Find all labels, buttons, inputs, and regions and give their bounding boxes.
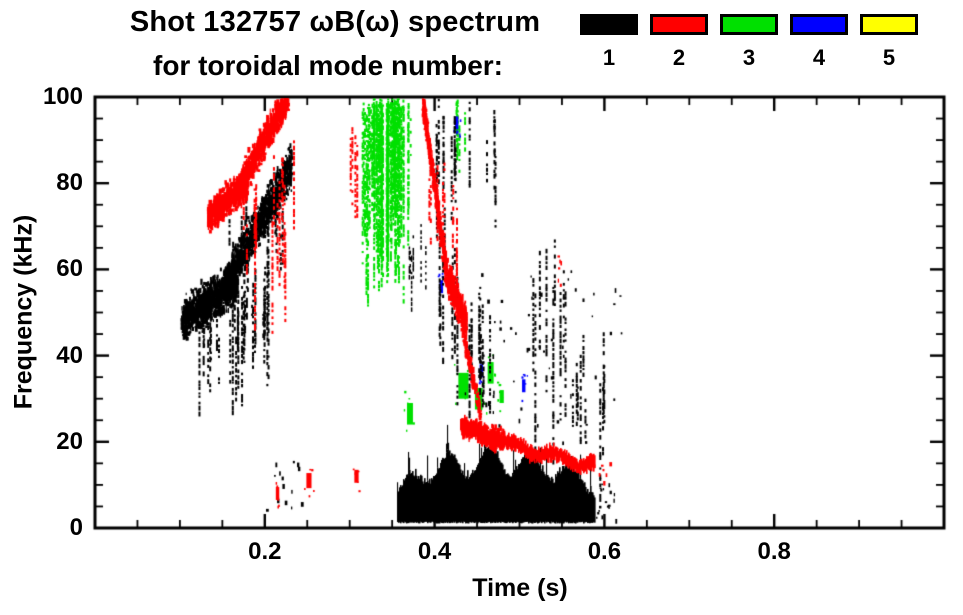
chart-subtitle: for toroidal mode number: [153, 50, 503, 81]
legend-mode-number: 3 [742, 45, 756, 70]
legend-item-1: 1 [580, 14, 638, 69]
legend-item-3: 3 [720, 14, 778, 69]
legend-mode-number: 4 [812, 45, 826, 70]
legend-mode-number: 5 [882, 45, 896, 70]
legend-mode-number: 1 [602, 45, 616, 70]
legend-swatch-5 [860, 14, 918, 35]
mode-legend: 1 2 3 4 5 [580, 14, 918, 69]
chart-title: Shot 132757 ωB(ω) spectrum [129, 6, 541, 38]
y-axis-label: Frequency (kHz) [9, 214, 38, 410]
legend-mode-number: 2 [672, 45, 686, 70]
x-axis-label: Time (s) [472, 574, 568, 602]
legend-item-2: 2 [650, 14, 708, 69]
legend-item-4: 4 [790, 14, 848, 69]
legend-swatch-4 [790, 14, 848, 35]
legend-swatch-2 [650, 14, 708, 35]
legend-swatch-3 [720, 14, 778, 35]
legend-item-5: 5 [860, 14, 918, 69]
legend-swatch-1 [580, 14, 638, 35]
